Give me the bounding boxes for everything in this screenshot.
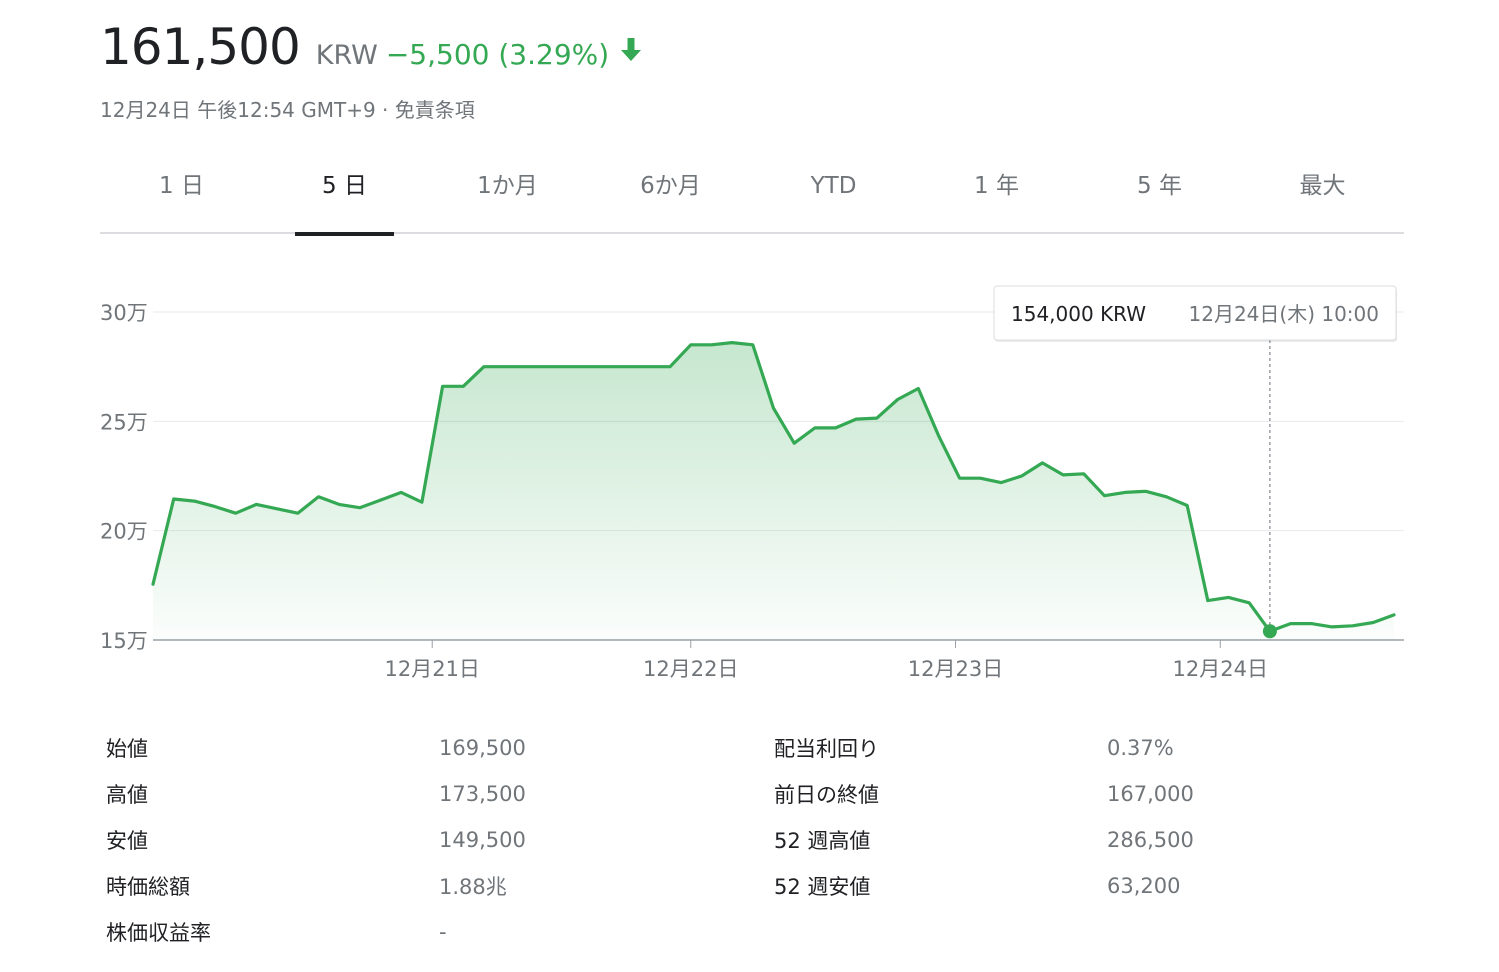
hover-tooltip: 154,000 KRW 12月24日(木) 10:00 [993, 285, 1397, 342]
stat-value: 286,500 [1107, 828, 1194, 852]
tab-max[interactable]: 最大 [1299, 173, 1346, 199]
stat-row-dividend-yield: 配当利回り 0.37% [774, 725, 1194, 771]
stat-label: 配当利回り [774, 737, 879, 761]
tab-5-years[interactable]: 5 年 [1137, 173, 1182, 199]
y-tick-label: 20万 [100, 520, 148, 544]
stat-value: 169,500 [439, 736, 526, 760]
range-tabs: 1 日 5 日 1か月 6か月 YTD 1 年 5 年 最大 [100, 148, 1404, 236]
separator-dot: · [375, 98, 395, 122]
stat-value: 63,200 [1107, 874, 1181, 898]
stat-value: 173,500 [439, 782, 526, 806]
quote-timestamp: 12月24日 午後12:54 GMT+9 [100, 98, 376, 122]
stat-value: - [439, 920, 447, 944]
stat-label: 安値 [106, 829, 148, 853]
stats-right: 配当利回り 0.37% 前日の終値 167,000 52 週高値 286,500 52… [774, 725, 1194, 909]
tab-1-year[interactable]: 1 年 [974, 173, 1019, 199]
x-tick-label: 12月23日 [908, 657, 1003, 681]
arrow-down-icon [621, 38, 642, 61]
tab-6-months[interactable]: 6か月 [640, 173, 701, 199]
tooltip-box [993, 285, 1397, 341]
price-chart[interactable]: 30万 25万 20万 15万 12月21日 12月22日 12月23日 12月24日 154,… [0, 0, 1499, 700]
tab-1-day[interactable]: 1 日 [159, 173, 204, 199]
price-area-fill [153, 342, 1394, 640]
stat-value: 149,500 [439, 828, 526, 852]
stat-label: 52 週安値 [774, 875, 871, 899]
y-tick-label: 15万 [100, 629, 148, 653]
timestamp-row: 12月24日 午後12:54 GMT+9 · 免責条項 [100, 94, 643, 123]
x-tick-label: 12月22日 [643, 657, 738, 681]
tab-1-month[interactable]: 1か月 [477, 173, 538, 199]
stat-row-market-cap: 時価総額 1.88兆 [106, 863, 526, 909]
stat-row-pe-ratio: 株価収益率 - [106, 909, 526, 955]
stat-label: 前日の終値 [774, 783, 879, 807]
disclaimer-link[interactable]: 免責条項 [394, 98, 475, 122]
tab-ytd[interactable]: YTD [810, 173, 857, 199]
stat-value: 1.88兆 [439, 875, 507, 899]
stat-label: 時価総額 [106, 875, 190, 899]
stat-row-52w-high: 52 週高値 286,500 [774, 817, 1194, 863]
tab-5-days[interactable]: 5 日 [263, 148, 426, 236]
x-tick-label: 12月24日 [1173, 657, 1268, 681]
y-tick-label: 25万 [100, 410, 148, 434]
quote-header: 161,500 KRW −5,500 (3.29%) 12月24日 午後12:5… [100, 18, 643, 123]
x-tick-label: 12月21日 [384, 657, 479, 681]
stat-label: 株価収益率 [106, 921, 211, 945]
tooltip-time: 12月24日(木) 10:00 [1189, 302, 1380, 326]
stat-row-high: 高値 173,500 [106, 771, 526, 817]
stat-row-low: 安値 149,500 [106, 817, 526, 863]
stat-value: 167,000 [1107, 782, 1194, 806]
y-tick-label: 30万 [100, 301, 148, 325]
price-line [151, 341, 1396, 633]
price-change: −5,500 (3.29%) [385, 38, 610, 71]
stat-row-open: 始値 169,500 [106, 725, 526, 771]
hover-point [1262, 624, 1277, 639]
stat-label: 高値 [106, 783, 148, 807]
price-row: 161,500 KRW −5,500 (3.29%) [100, 18, 643, 76]
stats-left: 始値 169,500 高値 173,500 安値 149,500 時価総額 1.88兆 … [106, 725, 526, 955]
stat-label: 始値 [106, 737, 148, 761]
currency-code: KRW [315, 40, 378, 71]
tooltip-value: 154,000 KRW [1011, 302, 1146, 326]
stat-row-52w-low: 52 週安値 63,200 [774, 863, 1194, 909]
stat-row-prev-close: 前日の終値 167,000 [774, 771, 1194, 817]
current-price: 161,500 [100, 18, 301, 76]
stat-label: 52 週高値 [774, 829, 871, 853]
stat-value: 0.37% [1107, 736, 1174, 760]
